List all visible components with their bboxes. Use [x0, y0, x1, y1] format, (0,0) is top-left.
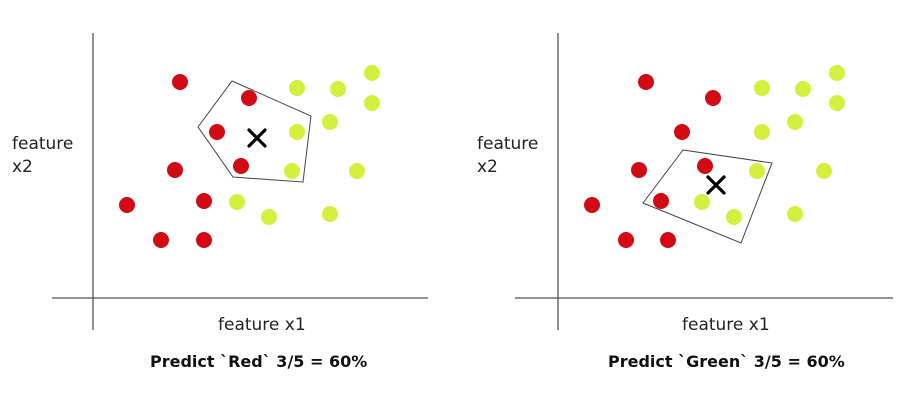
red-point: [697, 158, 713, 174]
green-point: [829, 65, 845, 81]
red-point: [653, 193, 669, 209]
green-point: [787, 206, 803, 222]
red-point: [638, 74, 654, 90]
green-point: [322, 206, 338, 222]
green-point: [289, 124, 305, 140]
right-x-axis-label: feature x1: [682, 315, 770, 335]
green-point: [726, 209, 742, 225]
red-point: [705, 90, 721, 106]
left-query-point-x-icon: [247, 128, 267, 148]
left-plot: [52, 33, 428, 330]
green-point: [322, 114, 338, 130]
left-neighborhood-polygon: [197, 80, 312, 183]
red-point: [674, 124, 690, 140]
red-point: [196, 193, 212, 209]
right-neighborhood-polygon: [642, 149, 773, 244]
green-point: [289, 80, 305, 96]
red-point: [209, 124, 225, 140]
left-y-axis-label: feature x2: [12, 134, 74, 177]
red-point: [584, 197, 600, 213]
green-point: [330, 81, 346, 97]
red-point: [167, 162, 183, 178]
green-point: [261, 209, 277, 225]
green-point: [754, 124, 770, 140]
green-point: [229, 194, 245, 210]
right-query-point-x-icon: [706, 175, 726, 195]
right-y-axis-label: feature x2: [477, 134, 539, 177]
left-prediction-caption: Predict `Red` 3/5 = 60%: [150, 352, 368, 371]
red-point: [660, 232, 676, 248]
left-panel: feature x2 feature x1 Predict `Red` 3/5 …: [12, 33, 428, 371]
right-panel: feature x2 feature x1 Predict `Green` 3/…: [457, 0, 914, 402]
green-point: [364, 65, 380, 81]
red-point: [618, 232, 634, 248]
red-point: [119, 197, 135, 213]
green-point: [364, 95, 380, 111]
green-point: [829, 95, 845, 111]
green-point: [816, 163, 832, 179]
green-point: [795, 81, 811, 97]
green-point: [349, 163, 365, 179]
red-point: [631, 162, 647, 178]
right-plot: [515, 33, 893, 330]
green-point: [694, 194, 710, 210]
green-point: [754, 80, 770, 96]
green-point: [284, 163, 300, 179]
red-point: [153, 232, 169, 248]
left-x-axis-label: feature x1: [218, 315, 306, 335]
green-point: [749, 163, 765, 179]
red-point: [196, 232, 212, 248]
red-point: [172, 74, 188, 90]
red-point: [233, 158, 249, 174]
green-point: [787, 114, 803, 130]
right-prediction-caption: Predict `Green` 3/5 = 60%: [608, 352, 845, 371]
red-point: [241, 90, 257, 106]
